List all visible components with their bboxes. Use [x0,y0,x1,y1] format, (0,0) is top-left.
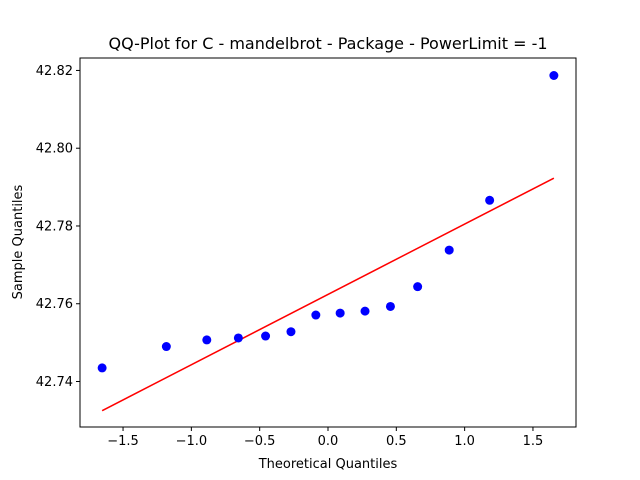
chart-title: QQ-Plot for C - mandelbrot - Package - P… [108,34,547,53]
y-tick-label: 42.80 [36,142,73,157]
y-axis: 42.74 42.76 42.78 42.80 42.82 [36,64,80,390]
x-axis-label: Theoretical Quantiles [258,457,398,472]
x-tick-label: 0.5 [386,434,407,449]
data-point [233,333,243,343]
y-tick-label: 42.78 [36,219,73,234]
x-tick-label: 1.0 [454,434,475,449]
reference-line [101,177,555,412]
data-point [335,308,345,318]
x-tick-label: 0.0 [318,434,339,449]
data-point [385,301,395,311]
plot-area [97,70,559,412]
data-point [360,306,370,316]
x-tick-label: −0.5 [244,434,276,449]
x-axis: −1.5 −1.0 −0.5 0.0 0.5 1.0 1.5 [107,427,543,449]
x-tick-label: −1.0 [176,434,208,449]
data-point [413,282,423,292]
data-point [261,331,271,341]
data-point [549,70,559,80]
x-tick-label: 1.5 [523,434,544,449]
data-point [485,195,495,205]
data-point [202,335,212,345]
data-point [444,245,454,255]
y-tick-label: 42.82 [36,64,73,79]
x-tick-label: −1.5 [107,434,139,449]
y-axis-label: Sample Quantiles [11,184,26,299]
data-point [286,327,296,337]
data-point [97,363,107,373]
y-tick-label: 42.76 [36,297,73,312]
y-tick-label: 42.74 [36,375,73,390]
data-point [161,342,171,352]
data-point [311,310,321,320]
